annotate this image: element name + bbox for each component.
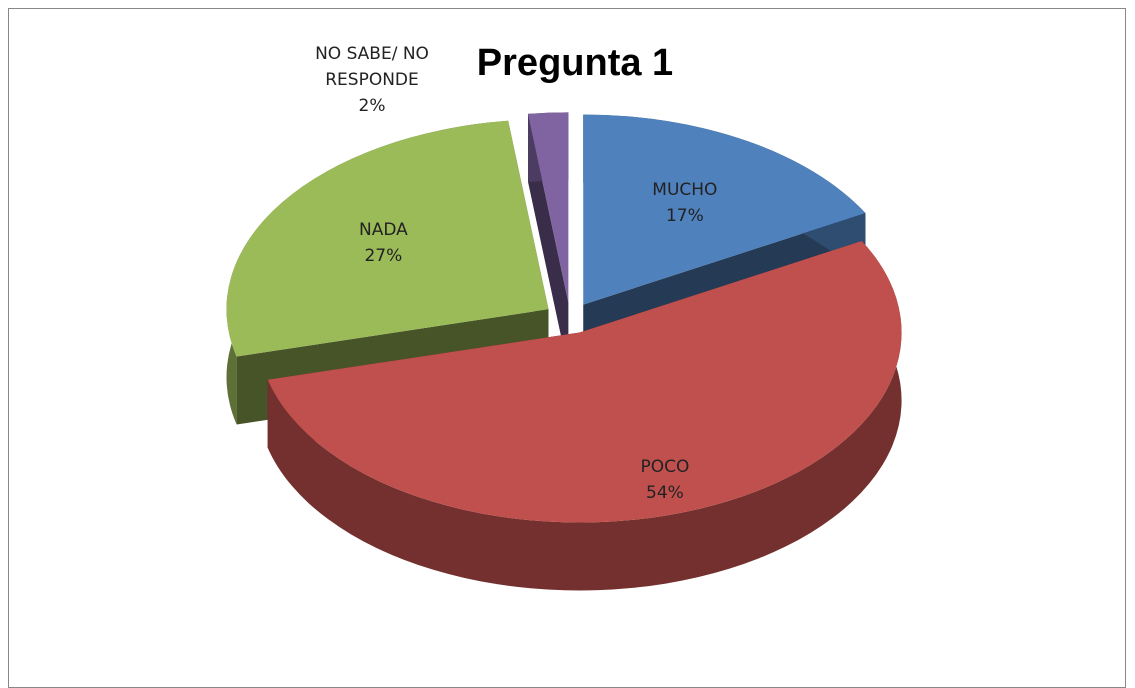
category-label: NADA: [358, 220, 408, 241]
category-label: MUCHO: [652, 180, 718, 201]
value-label: 2%: [358, 96, 386, 116]
slice: [267, 240, 902, 523]
chart-title: Pregunta 1: [476, 42, 674, 84]
category-label: NO SABE/ NO RESPONDE: [315, 44, 429, 90]
slice-wall: [267, 240, 902, 591]
value-label: 54%: [646, 482, 684, 503]
data-label: MUCHO 17%: [610, 177, 760, 229]
slice: [583, 114, 866, 305]
slice: [528, 112, 569, 303]
data-label: NO SABE/ NO RESPONDE 2%: [297, 41, 447, 119]
value-label: 27%: [364, 246, 403, 267]
slice: [226, 120, 549, 357]
value-label: 17%: [665, 206, 704, 227]
category-label: POCO: [640, 456, 690, 477]
data-label: NADA 27%: [308, 217, 458, 269]
data-label: POCO 54%: [590, 454, 740, 506]
